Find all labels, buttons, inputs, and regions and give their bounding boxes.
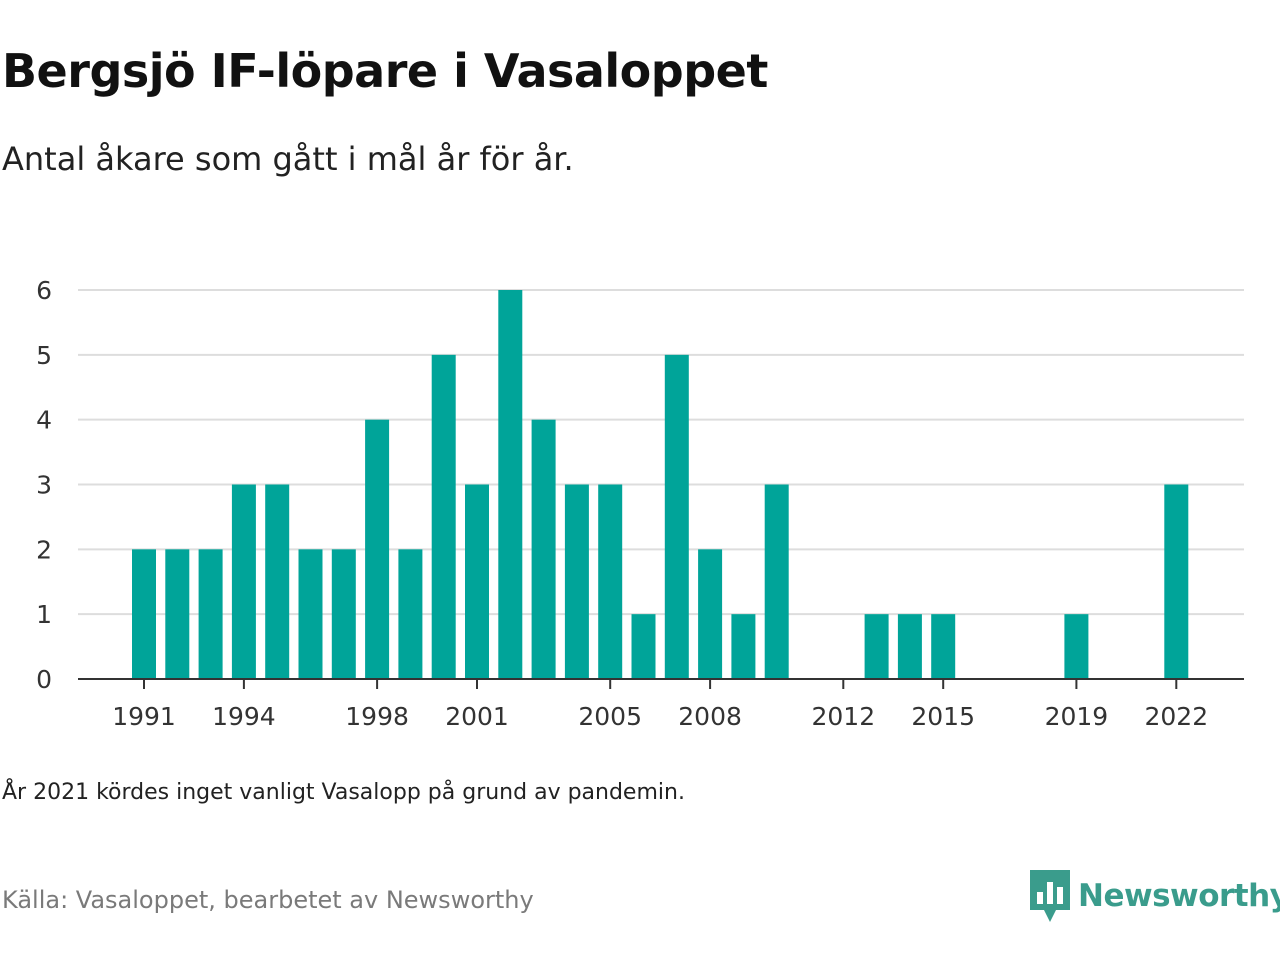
x-tick-label: 2015	[911, 702, 975, 731]
x-tick-label: 2019	[1045, 702, 1109, 731]
bar-1997	[331, 549, 356, 679]
x-tick-label: 1991	[112, 702, 176, 731]
y-tick-label: 1	[36, 600, 52, 629]
x-tick-label: 2005	[578, 702, 642, 731]
bar-1999	[398, 549, 423, 679]
bar-2002	[498, 290, 523, 679]
newsworthy-logo-icon	[1030, 870, 1070, 922]
y-tick-label: 2	[36, 535, 52, 564]
bar-1995	[265, 484, 290, 679]
x-tick-label: 2001	[445, 702, 509, 731]
chart-title: Bergsjö IF-löpare i Vasaloppet	[2, 44, 768, 98]
bar-2013	[864, 614, 889, 679]
x-tick-label: 2022	[1144, 702, 1208, 731]
x-axis	[78, 678, 1244, 689]
source-text: Källa: Vasaloppet, bearbetet av Newswort…	[2, 886, 534, 914]
chart-subtitle: Antal åkare som gått i mål år för år.	[2, 140, 574, 178]
bar-1993	[198, 549, 223, 679]
bar-2014	[897, 614, 922, 679]
x-tick-label: 2008	[678, 702, 742, 731]
bar-1998	[365, 419, 390, 679]
bar-2008	[698, 549, 723, 679]
bar-1991	[132, 549, 156, 679]
tick-labels: 0 1 2 3 4 5 6 1991 1994 1998 2001 2005 2008 2012 2015 2…	[36, 276, 1208, 731]
bar-2010	[764, 484, 789, 679]
bar-1996	[298, 549, 323, 679]
x-tick-label: 1998	[345, 702, 409, 731]
y-tick-label: 3	[36, 471, 52, 500]
bar-2003	[531, 419, 556, 679]
bar-2005	[598, 484, 623, 679]
bar-2000	[431, 354, 456, 679]
bar-2007	[664, 354, 689, 679]
bar-2004	[564, 484, 589, 679]
y-tick-label: 4	[36, 406, 52, 435]
brand-name: Newsworthy	[1078, 878, 1280, 914]
y-tick-label: 5	[36, 341, 52, 370]
x-tick-label: 1994	[212, 702, 276, 731]
bars	[132, 290, 1189, 679]
bar-2009	[731, 614, 756, 679]
bar-chart: 0 1 2 3 4 5 6 1991 1994 1998 2001 2005 2008 2012 2015 2…	[36, 276, 1244, 731]
bar-2022	[1164, 484, 1189, 679]
x-tick-label: 2012	[811, 702, 875, 731]
y-tick-label: 6	[36, 276, 52, 305]
chart-note: År 2021 kördes inget vanligt Vasalopp på…	[2, 780, 685, 805]
bar-2015	[931, 614, 956, 679]
bar-2001	[465, 484, 489, 679]
bar-1992	[165, 549, 190, 679]
brand-logo: Newsworthy	[1030, 868, 1280, 924]
bar-1994	[231, 484, 256, 679]
bar-2019	[1064, 614, 1089, 679]
y-tick-label: 0	[36, 665, 52, 694]
bar-2006	[631, 614, 656, 679]
